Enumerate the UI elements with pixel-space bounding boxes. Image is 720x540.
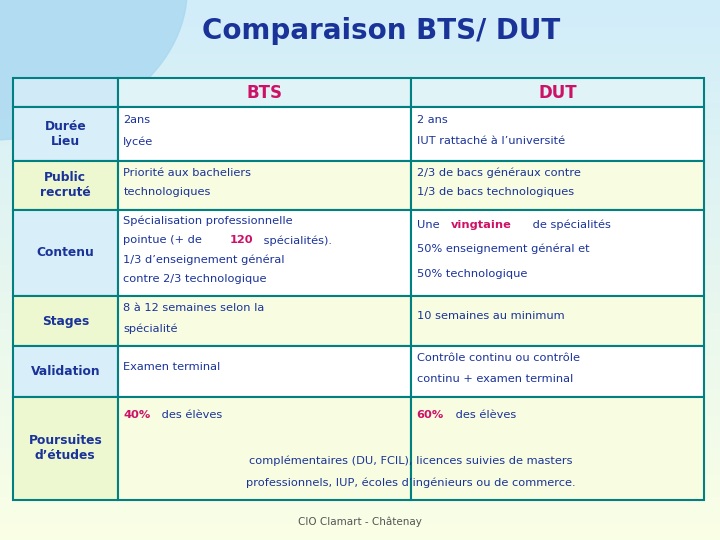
Text: 2/3 de bacs généraux contre: 2/3 de bacs généraux contre (417, 167, 580, 178)
Text: complémentaires (DU, FCIL), licences suivies de masters: complémentaires (DU, FCIL), licences sui… (249, 456, 572, 466)
Bar (13, 346, 117, 397)
Text: Stages: Stages (42, 315, 89, 328)
Text: IUT rattaché à l’université: IUT rattaché à l’université (417, 137, 564, 146)
Bar (411, 161, 704, 210)
Circle shape (0, 0, 187, 140)
Text: professionnels, IUP, écoles d’ingénieurs ou de commerce.: professionnels, IUP, écoles d’ingénieurs… (246, 478, 576, 489)
Text: Contenu: Contenu (37, 246, 94, 259)
Text: Priorité aux bacheliers: Priorité aux bacheliers (123, 167, 251, 178)
Bar (13, 78, 117, 107)
Bar (117, 296, 411, 346)
Text: spécialité: spécialité (123, 323, 178, 334)
Bar (13, 397, 117, 500)
Bar (13, 210, 117, 296)
Text: BTS: BTS (246, 84, 282, 102)
Text: spécialités).: spécialités). (260, 235, 332, 246)
Bar (117, 161, 411, 210)
Text: contre 2/3 technologique: contre 2/3 technologique (123, 274, 267, 284)
Text: lycée: lycée (123, 136, 153, 147)
Bar (117, 210, 411, 296)
Text: Une: Une (417, 219, 443, 230)
Text: 120: 120 (230, 235, 253, 245)
Text: 50% enseignement général et: 50% enseignement général et (417, 244, 589, 254)
Bar (13, 296, 117, 346)
Text: 50% technologique: 50% technologique (417, 269, 527, 279)
Bar (13, 107, 117, 161)
Text: 2ans: 2ans (123, 115, 150, 125)
Text: Public
recruté: Public recruté (40, 171, 91, 199)
Bar (117, 346, 411, 397)
Bar (13, 161, 117, 210)
Bar (411, 397, 704, 500)
Bar (411, 107, 704, 161)
Bar (117, 107, 411, 161)
Text: Comparaison BTS/ DUT: Comparaison BTS/ DUT (202, 17, 561, 45)
Bar (411, 346, 704, 397)
Bar (411, 78, 704, 107)
Text: 1/3 de bacs technologiques: 1/3 de bacs technologiques (417, 187, 574, 197)
Text: Poursuites
d’études: Poursuites d’études (28, 434, 102, 462)
Text: Durée
Lieu: Durée Lieu (45, 120, 86, 148)
Text: 40%: 40% (123, 410, 150, 420)
Bar (117, 78, 411, 107)
Text: Contrôle continu ou contrôle: Contrôle continu ou contrôle (417, 354, 580, 363)
Bar (411, 296, 704, 346)
Text: de spécialités: de spécialités (529, 219, 611, 230)
Bar (411, 210, 704, 296)
Text: 2 ans: 2 ans (417, 115, 447, 125)
Text: 10 semaines au minimum: 10 semaines au minimum (417, 311, 564, 321)
Text: Validation: Validation (30, 365, 100, 378)
Text: Examen terminal: Examen terminal (123, 361, 220, 372)
Text: 8 à 12 semaines selon la: 8 à 12 semaines selon la (123, 303, 264, 313)
Text: 60%: 60% (417, 410, 444, 420)
Text: CIO Clamart - Châtenay: CIO Clamart - Châtenay (298, 517, 422, 528)
Text: continu + examen terminal: continu + examen terminal (417, 374, 573, 383)
Text: 1/3 d’enseignement général: 1/3 d’enseignement général (123, 254, 285, 265)
Text: des élèves: des élèves (451, 410, 516, 420)
Text: Spécialisation professionnelle: Spécialisation professionnelle (123, 216, 293, 226)
Text: technologiques: technologiques (123, 187, 211, 197)
Text: pointue (+ de: pointue (+ de (123, 235, 206, 245)
Bar (117, 397, 411, 500)
Text: vingtaine: vingtaine (451, 219, 511, 230)
Text: des élèves: des élèves (158, 410, 222, 420)
Text: DUT: DUT (538, 84, 577, 102)
